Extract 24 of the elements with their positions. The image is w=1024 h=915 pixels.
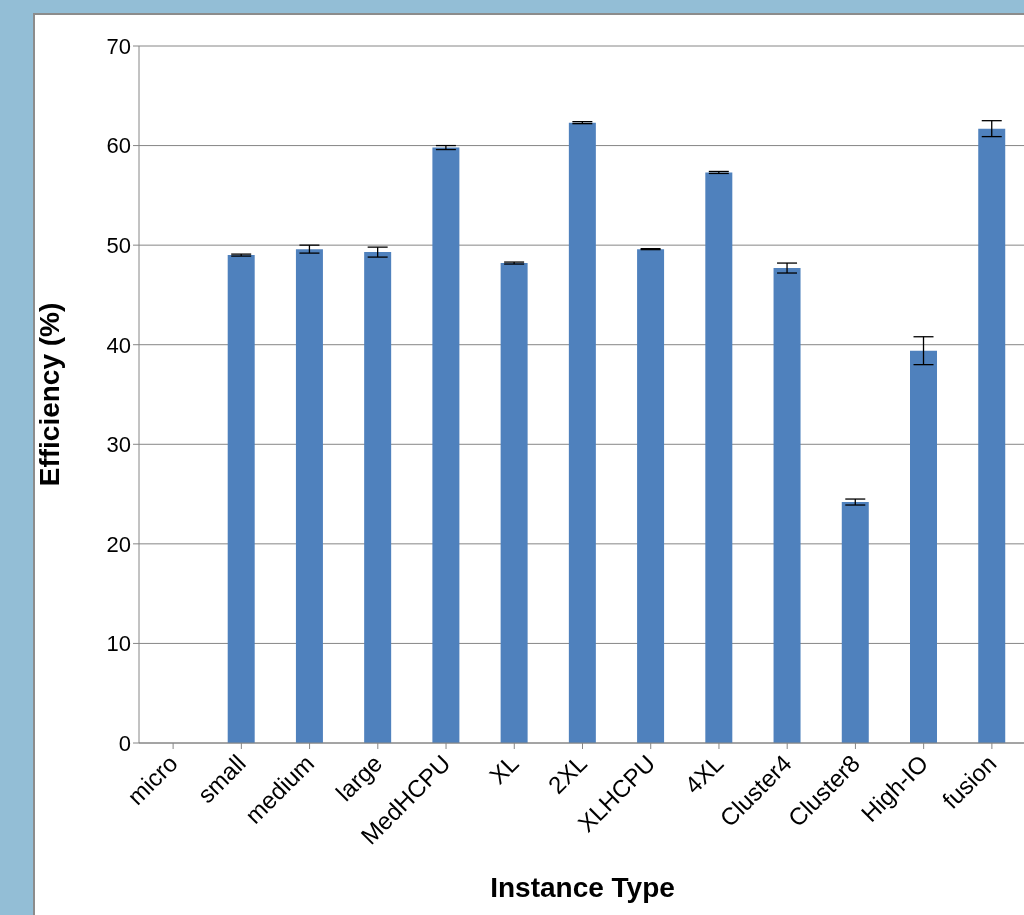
bar (910, 350, 938, 743)
y-tick-label: 60 (106, 133, 131, 159)
bar (295, 249, 323, 743)
y-tick-label: 0 (118, 730, 131, 756)
bar (705, 172, 733, 743)
bar (637, 249, 665, 743)
bar (227, 255, 255, 743)
bar (364, 252, 392, 743)
y-tick-label: 20 (106, 531, 131, 557)
x-axis-title: Instance Type (490, 872, 675, 903)
bar (568, 122, 596, 743)
bar (432, 147, 460, 743)
x-tick-label: 4XL (679, 749, 729, 799)
y-tick-label: 40 (106, 332, 131, 358)
x-tick-label: XL (483, 749, 524, 790)
bar (978, 128, 1006, 743)
y-tick-label: 70 (106, 33, 131, 59)
y-axis-title: Efficiency (%) (33, 302, 65, 487)
y-tick-label: 50 (106, 232, 131, 258)
bar (500, 263, 528, 743)
bar (841, 502, 869, 743)
bar (773, 268, 801, 743)
y-tick-label: 30 (106, 432, 131, 458)
y-tick-label: 10 (106, 631, 131, 657)
